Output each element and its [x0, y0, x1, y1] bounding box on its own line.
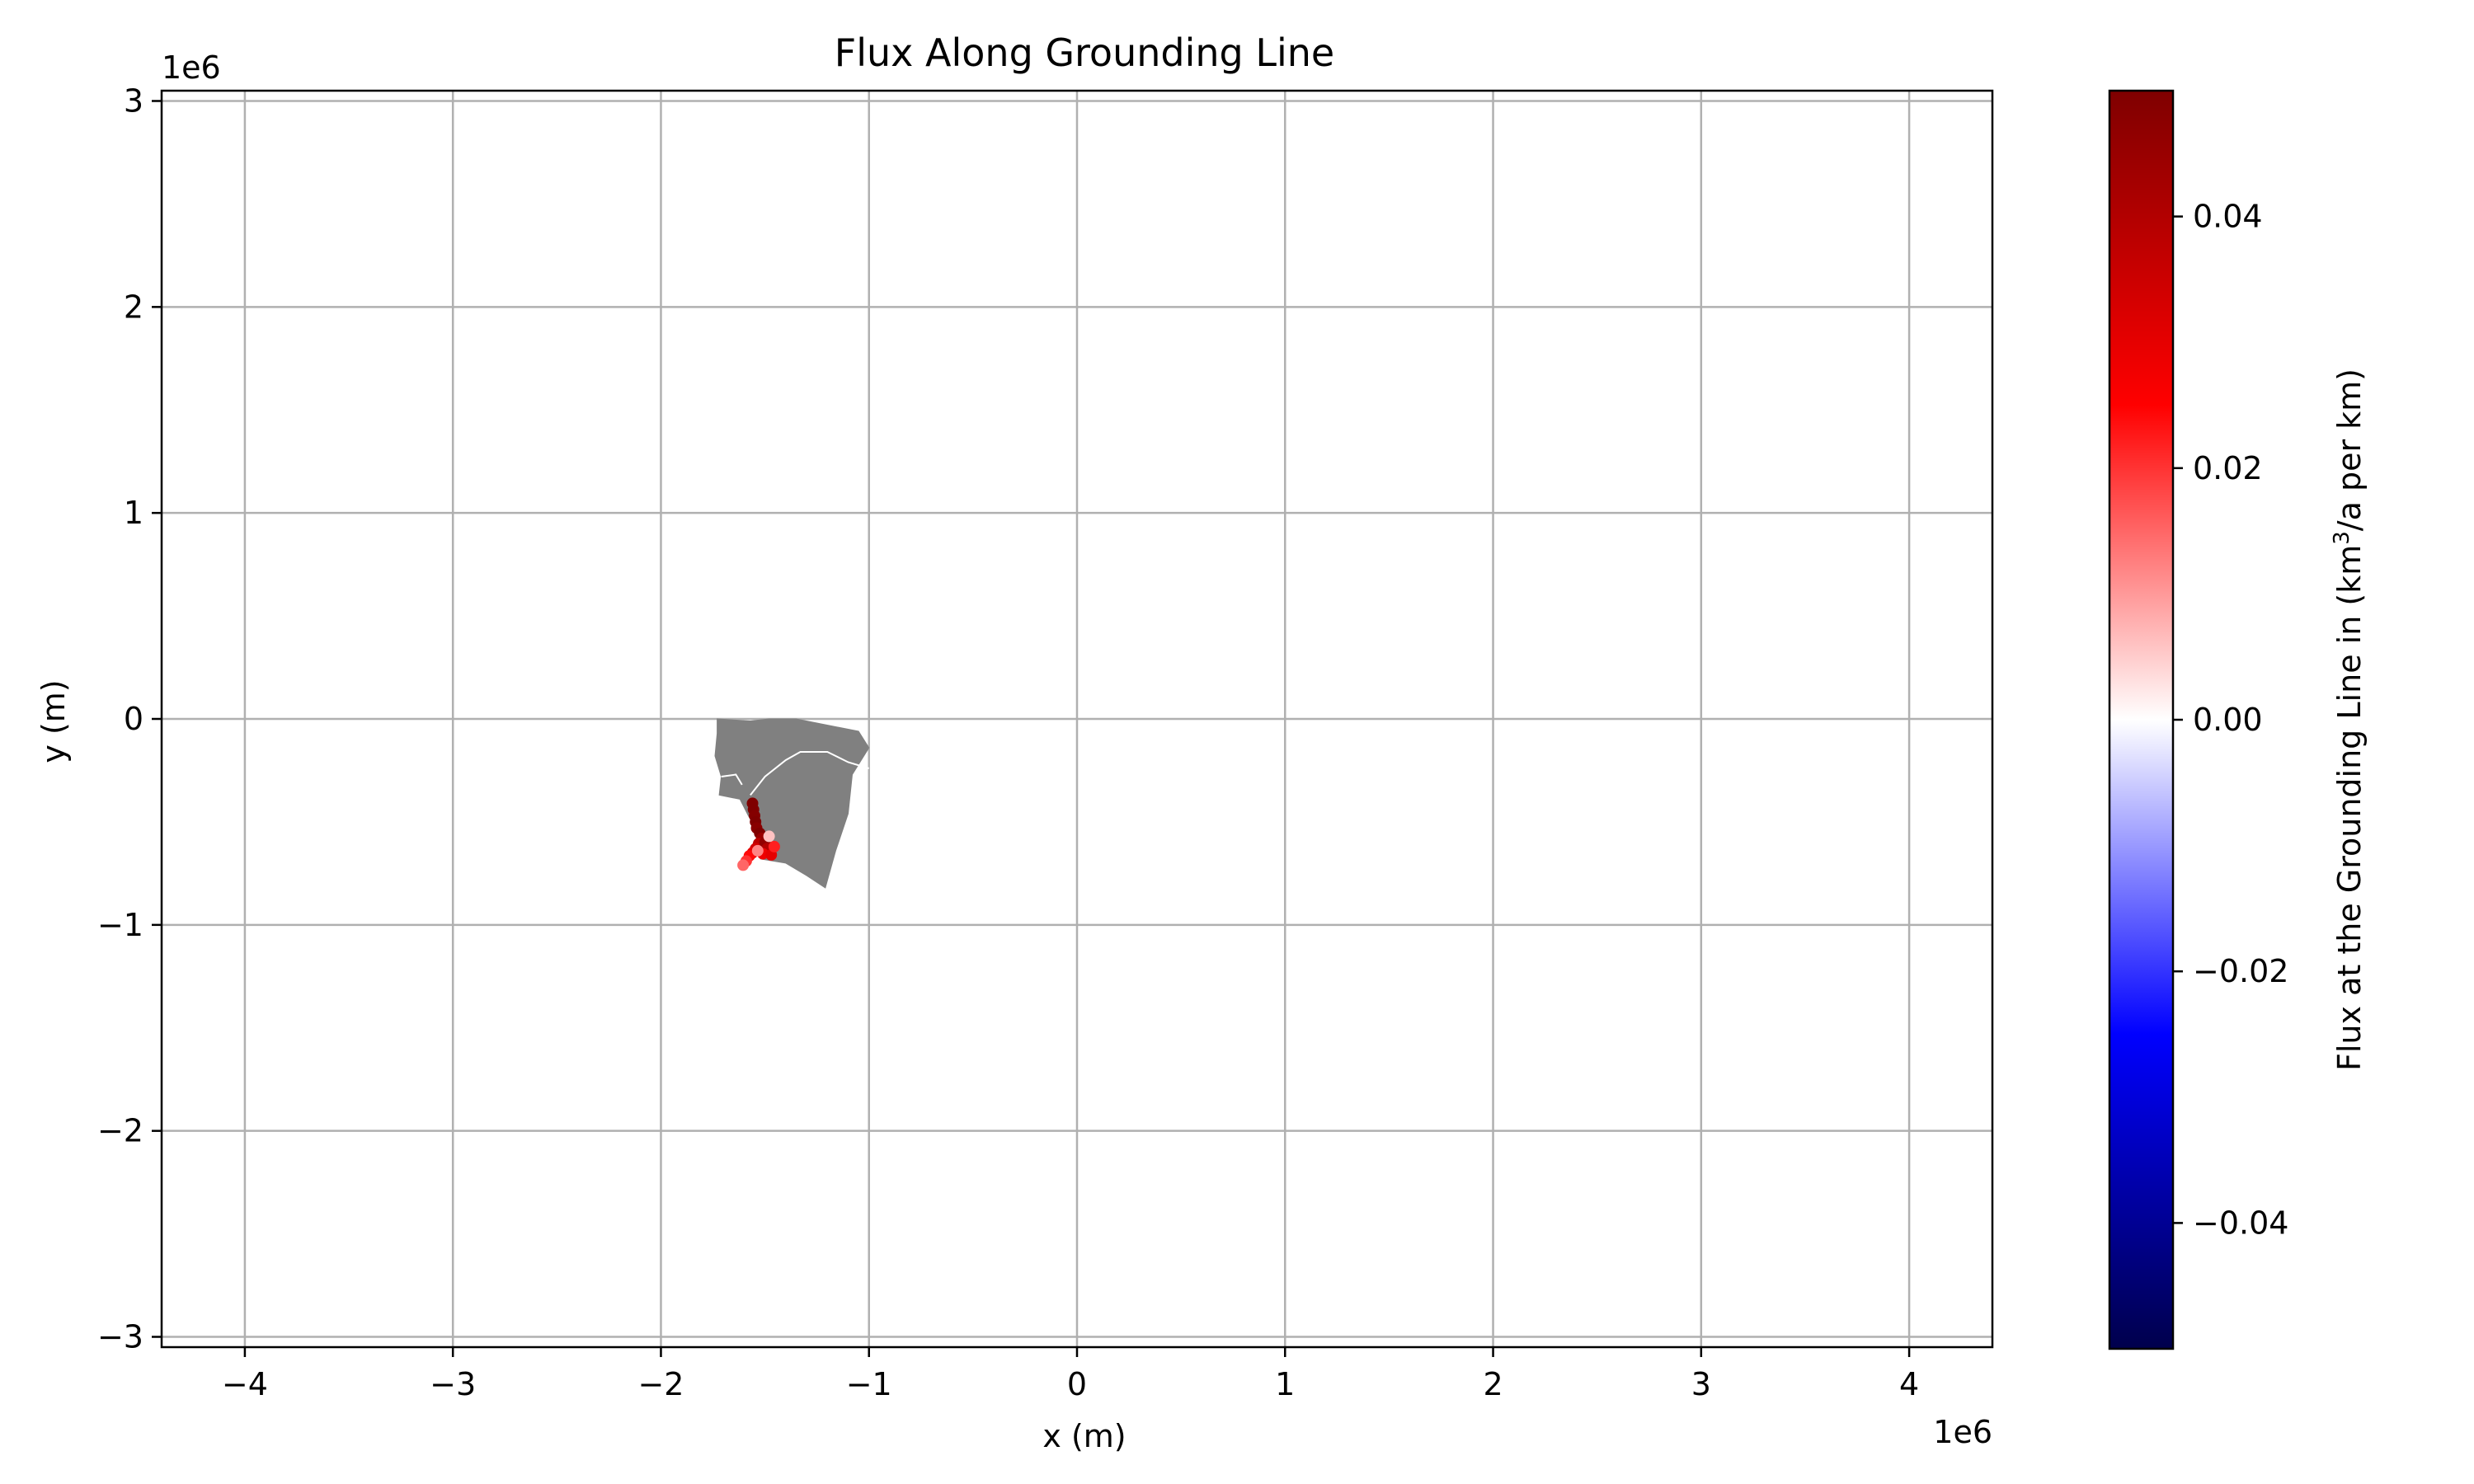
colorbar-tick-label: 0.00 — [2193, 702, 2263, 738]
x-tick-label: 1 — [1275, 1366, 1295, 1402]
y-tick-label: 0 — [124, 701, 143, 737]
x-tick-label: 4 — [1899, 1366, 1919, 1402]
region-boundary — [721, 773, 743, 786]
x-tick-label: 0 — [1067, 1366, 1087, 1402]
x-tick-label: −3 — [430, 1366, 476, 1402]
y-tick-label: 3 — [124, 82, 143, 119]
colorbar: 0.04 0.02 0.00 −0.02 −0.04 — [2108, 89, 2288, 1350]
flux-point — [768, 840, 780, 852]
colorbar-label-part-2: /a per km) — [2331, 369, 2368, 531]
x-tick-label: 2 — [1483, 1366, 1503, 1402]
colorbar-tick-label: 0.04 — [2193, 199, 2263, 235]
flux-points — [737, 797, 780, 871]
flux-point — [737, 859, 750, 871]
land-region — [714, 718, 870, 889]
colorbar-label: Flux at the Grounding Line in (km3/a per… — [2330, 369, 2368, 1071]
region-boundary — [750, 751, 869, 796]
y-tick-label: 1 — [124, 495, 143, 531]
y-tick-label: −3 — [97, 1319, 143, 1355]
y-tick-label: −1 — [97, 907, 143, 943]
colorbar-tick-label: 0.02 — [2193, 450, 2263, 486]
colorbar-fill — [2109, 91, 2173, 1349]
flux-point — [751, 844, 764, 857]
grid — [162, 91, 1992, 1347]
x-tick-label: 3 — [1691, 1366, 1711, 1402]
y-tick-label: 2 — [124, 289, 143, 325]
flux-point — [763, 830, 775, 843]
x-axis-label: x (m) — [1042, 1418, 1126, 1454]
x-tick-label: −1 — [846, 1366, 892, 1402]
y-tick-label: −2 — [97, 1113, 143, 1149]
chart-title: Flux Along Grounding Line — [835, 31, 1334, 75]
x-tick-label: −2 — [637, 1366, 684, 1402]
colorbar-tick-label: −0.04 — [2193, 1205, 2288, 1241]
y-offset-label: 1e6 — [162, 49, 221, 86]
y-axis-label: y (m) — [35, 679, 72, 763]
x-offset-label: 1e6 — [1933, 1414, 1992, 1450]
colorbar-tick-label: −0.02 — [2193, 953, 2288, 989]
x-tick-label: −4 — [222, 1366, 268, 1402]
plot-area: −4 −3 −2 −1 0 1 2 3 4 3 2 1 0 −1 −2 −3 — [97, 82, 1994, 1402]
colorbar-label-part-1: Flux at the Grounding Line in (km — [2331, 545, 2368, 1071]
colorbar-label-superscript: 3 — [2330, 531, 2354, 545]
